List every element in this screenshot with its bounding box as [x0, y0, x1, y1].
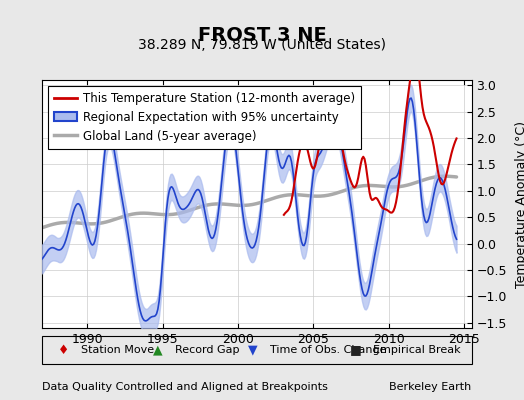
Text: 38.289 N, 79.819 W (United States): 38.289 N, 79.819 W (United States)	[138, 38, 386, 52]
Text: Berkeley Earth: Berkeley Earth	[389, 382, 472, 392]
Text: ■: ■	[350, 344, 362, 356]
Text: Time of Obs. Change: Time of Obs. Change	[270, 345, 386, 355]
Text: ▼: ▼	[248, 344, 257, 356]
Text: ▲: ▲	[153, 344, 163, 356]
Text: Record Gap: Record Gap	[175, 345, 239, 355]
Text: Empirical Break: Empirical Break	[373, 345, 461, 355]
Text: ♦: ♦	[58, 344, 69, 356]
Text: FROST 3 NE: FROST 3 NE	[198, 26, 326, 45]
Text: Station Move: Station Move	[81, 345, 154, 355]
Y-axis label: Temperature Anomaly (°C): Temperature Anomaly (°C)	[515, 120, 524, 288]
Text: Data Quality Controlled and Aligned at Breakpoints: Data Quality Controlled and Aligned at B…	[42, 382, 328, 392]
Legend: This Temperature Station (12-month average), Regional Expectation with 95% uncer: This Temperature Station (12-month avera…	[48, 86, 361, 148]
